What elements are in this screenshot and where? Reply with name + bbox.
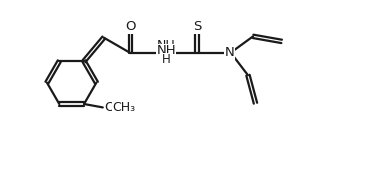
Text: O: O: [125, 20, 136, 33]
Text: CH₃: CH₃: [112, 101, 135, 114]
Text: NH: NH: [156, 44, 176, 57]
Text: H: H: [162, 53, 170, 66]
Text: NH
H: NH H: [157, 39, 175, 67]
Text: N: N: [224, 46, 234, 60]
Text: O: O: [104, 101, 115, 114]
Text: S: S: [193, 20, 201, 33]
